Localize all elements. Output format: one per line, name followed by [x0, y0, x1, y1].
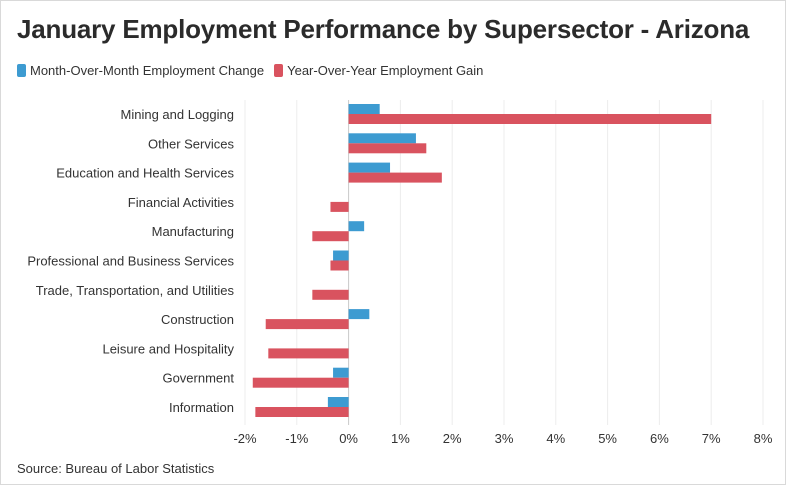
bar-mom-5[interactable] [333, 250, 349, 261]
category-label-9: Government [162, 371, 234, 386]
bar-mom-7[interactable] [348, 309, 370, 320]
bar-yoy-8[interactable] [268, 348, 349, 359]
bar-mom-4[interactable] [348, 221, 365, 232]
x-tick-label-7: 5% [598, 431, 617, 446]
category-label-5: Professional and Business Services [27, 254, 234, 269]
bar-mom-0[interactable] [348, 104, 380, 114]
bar-mom-1[interactable] [348, 133, 416, 144]
x-tick-label-8: 6% [650, 431, 669, 446]
category-label-8: Leisure and Hospitality [102, 341, 234, 356]
x-tick-label-0: -2% [233, 431, 257, 446]
category-label-6: Trade, Transportation, and Utilities [36, 283, 235, 298]
legend-label-mom: Month-Over-Month Employment Change [30, 63, 265, 78]
bar-mom-2[interactable] [348, 162, 391, 173]
x-tick-label-9: 7% [702, 431, 721, 446]
x-tick-label-2: 0% [339, 431, 358, 446]
bar-yoy-2[interactable] [348, 172, 442, 183]
legend-item-mom[interactable]: Month-Over-Month Employment Change [17, 63, 264, 78]
legend-swatch-mom [17, 64, 26, 77]
bar-yoy-9[interactable] [252, 377, 349, 388]
bar-yoy-10[interactable] [255, 407, 349, 417]
x-tick-label-1: -1% [285, 431, 309, 446]
x-tick-label-4: 2% [443, 431, 462, 446]
category-label-0: Mining and Logging [121, 107, 234, 122]
bar-yoy-7[interactable] [265, 319, 349, 330]
category-label-2: Education and Health Services [56, 166, 234, 181]
bar-yoy-0[interactable] [348, 114, 712, 124]
bar-yoy-5[interactable] [330, 260, 349, 271]
category-label-3: Financial Activities [128, 195, 235, 210]
category-label-7: Construction [161, 312, 234, 327]
x-tick-label-3: 1% [391, 431, 410, 446]
chart-title: January Employment Performance by Supers… [17, 14, 750, 44]
chart-source: Source: Bureau of Labor Statistics [17, 461, 215, 476]
chart-legend: Month-Over-Month Employment Change Year-… [17, 63, 493, 78]
category-label-1: Other Services [148, 136, 234, 151]
legend-item-yoy[interactable]: Year-Over-Year Employment Gain [274, 63, 483, 78]
legend-swatch-yoy [274, 64, 284, 77]
x-tick-label-10: 8% [754, 431, 773, 446]
bar-yoy-3[interactable] [330, 201, 349, 212]
legend-label-yoy: Year-Over-Year Employment Gain [287, 63, 484, 78]
bar-mom-10[interactable] [327, 397, 349, 407]
bar-yoy-6[interactable] [312, 289, 349, 300]
category-label-10: Information [169, 400, 234, 415]
x-tick-label-5: 3% [495, 431, 514, 446]
category-label-4: Manufacturing [152, 224, 234, 239]
x-tick-label-6: 4% [546, 431, 565, 446]
bar-mom-9[interactable] [333, 367, 349, 378]
bar-yoy-1[interactable] [348, 143, 427, 154]
bar-yoy-4[interactable] [312, 231, 349, 242]
